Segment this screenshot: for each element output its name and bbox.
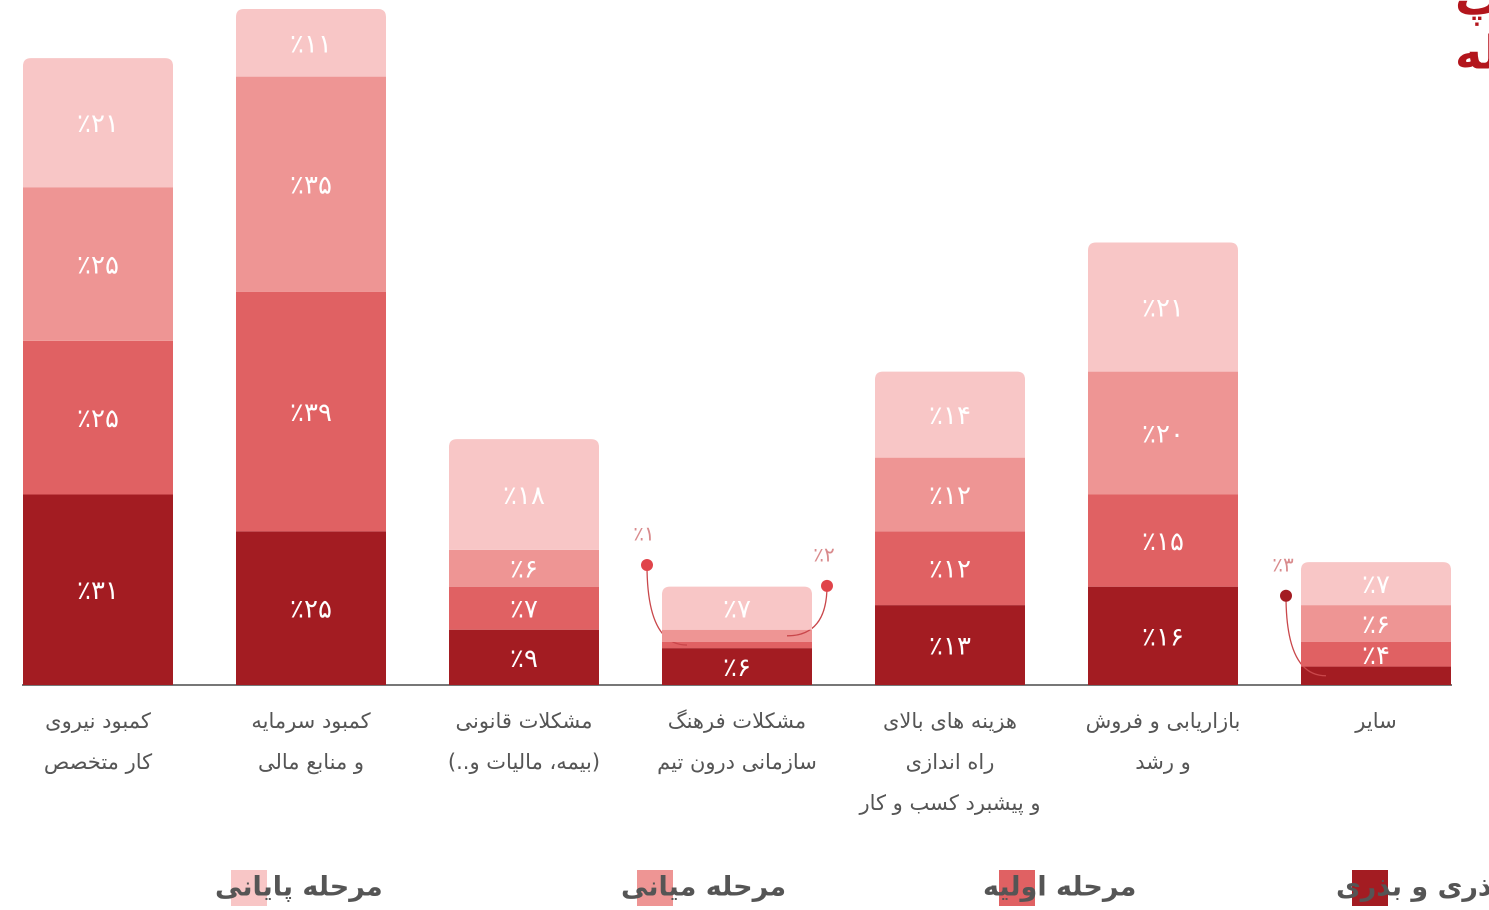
- legend-label: مرحله اولیه: [983, 872, 1136, 903]
- value-label: ٪۴: [1362, 641, 1390, 671]
- value-label: ٪۲۱: [77, 109, 119, 139]
- bar-segment: [1301, 605, 1451, 642]
- chart-title: بـــه تفکیـــک مـــرحله: [1455, 26, 1489, 80]
- bar-segment: [23, 58, 173, 188]
- bar-segment: [1088, 371, 1238, 495]
- legend-swatch: [1352, 870, 1388, 906]
- legend-label: مرحله پایانی: [215, 872, 383, 903]
- legend-swatch: [637, 870, 673, 906]
- bar-segment: [1088, 586, 1238, 685]
- value-label: ٪۷: [510, 595, 538, 625]
- callout-line: [1285, 595, 1327, 677]
- value-label: ٪۱۳: [929, 632, 971, 662]
- x-tick-label: و رشد: [1135, 750, 1191, 774]
- value-label: ٪۷: [1362, 570, 1390, 600]
- callout-dot: [641, 559, 653, 572]
- value-label: ٪۲۵: [77, 404, 119, 434]
- value-label: ٪۷: [723, 595, 751, 625]
- chart-title: چالش شرکت یا استارت آپ: [1455, 0, 1489, 27]
- x-tick-label: و منابع مالی: [258, 750, 364, 774]
- value-label: ٪۱۲: [929, 481, 971, 511]
- bar-segment: [875, 605, 1025, 685]
- x-tick-label: کار متخصص: [44, 750, 152, 774]
- value-label: ٪۶: [723, 653, 751, 683]
- x-tick-label: کمبود سرمایه: [251, 709, 370, 733]
- value-label: ٪۲۱: [1142, 294, 1184, 324]
- value-label: ٪۱۲: [929, 555, 971, 585]
- value-label: ٪۳: [1272, 552, 1294, 576]
- legend-label: پیش بذری و بذری: [1336, 872, 1489, 903]
- callout-line: [646, 565, 688, 646]
- bar-segment: [1301, 666, 1451, 685]
- bar-segment: [875, 457, 1025, 532]
- value-label: ٪۲: [813, 542, 834, 566]
- x-tick-label: راه اندازی: [906, 750, 995, 774]
- value-label: ٪۲۵: [290, 595, 332, 625]
- value-label: ٪۳۵: [290, 171, 332, 201]
- x-tick-label: سازمانی درون تیم: [657, 750, 817, 775]
- bar-segment: [23, 187, 173, 341]
- bar-segment: [236, 531, 386, 685]
- callout-line: [786, 585, 828, 637]
- bar-segment: [449, 629, 599, 685]
- bar-segment: [1088, 494, 1238, 587]
- bar-segment: [236, 9, 386, 77]
- x-tick-label: بازاریابی و فروش: [1086, 709, 1241, 733]
- legend-label: مرحله میانی: [621, 872, 786, 903]
- bar-segment: [236, 76, 386, 292]
- value-label: ٪۲۵: [77, 251, 119, 281]
- bar-segment: [23, 340, 173, 495]
- bar-segment: [1301, 562, 1451, 606]
- x-tick-label: مشکلات قانونی: [455, 709, 592, 733]
- value-label: ٪۲۰: [1142, 420, 1184, 450]
- callout-dot: [821, 579, 833, 592]
- bar-segment: [449, 439, 599, 550]
- bar-segment: [662, 629, 812, 642]
- value-label: ٪۱۴: [929, 401, 971, 431]
- value-label: ٪۳۹: [290, 398, 332, 428]
- x-tick-label: سایر: [1354, 709, 1396, 733]
- callout-dot: [1280, 589, 1292, 602]
- x-tick-label: مشکلات فرهنگ: [668, 709, 806, 733]
- value-label: ٪۹: [510, 644, 538, 674]
- value-label: ٪۱۶: [1142, 622, 1184, 652]
- bar-segment: [875, 531, 1025, 606]
- value-label: ٪۱: [633, 522, 654, 546]
- bar-segment: [875, 371, 1025, 458]
- value-label: ٪۱۸: [503, 481, 545, 511]
- value-label: ٪۳۱: [77, 576, 119, 606]
- bar-segment: [1301, 641, 1451, 667]
- bar-segment: [662, 586, 812, 630]
- legend-swatch: [231, 870, 267, 906]
- bar-segment: [662, 641, 812, 649]
- value-label: ٪۱۵: [1142, 527, 1184, 557]
- x-tick-label: (بیمه، مالیات و..): [448, 750, 600, 774]
- value-label: ٪۱۱: [290, 29, 332, 59]
- bar-segment: [23, 494, 173, 685]
- value-label: ٪۶: [1362, 610, 1390, 640]
- x-tick-label: کمبود نیروی: [45, 709, 151, 733]
- bar-segment: [662, 648, 812, 685]
- x-tick-label: و پیشبرد کسب و کار: [858, 791, 1040, 815]
- bar-segment: [1088, 242, 1238, 372]
- value-label: ٪۶: [510, 555, 538, 585]
- legend-swatch: [999, 870, 1035, 906]
- bar-segment: [449, 586, 599, 630]
- x-tick-label: هزینه های بالای: [883, 709, 1017, 733]
- bar-segment: [449, 549, 599, 587]
- bar-segment: [236, 291, 386, 532]
